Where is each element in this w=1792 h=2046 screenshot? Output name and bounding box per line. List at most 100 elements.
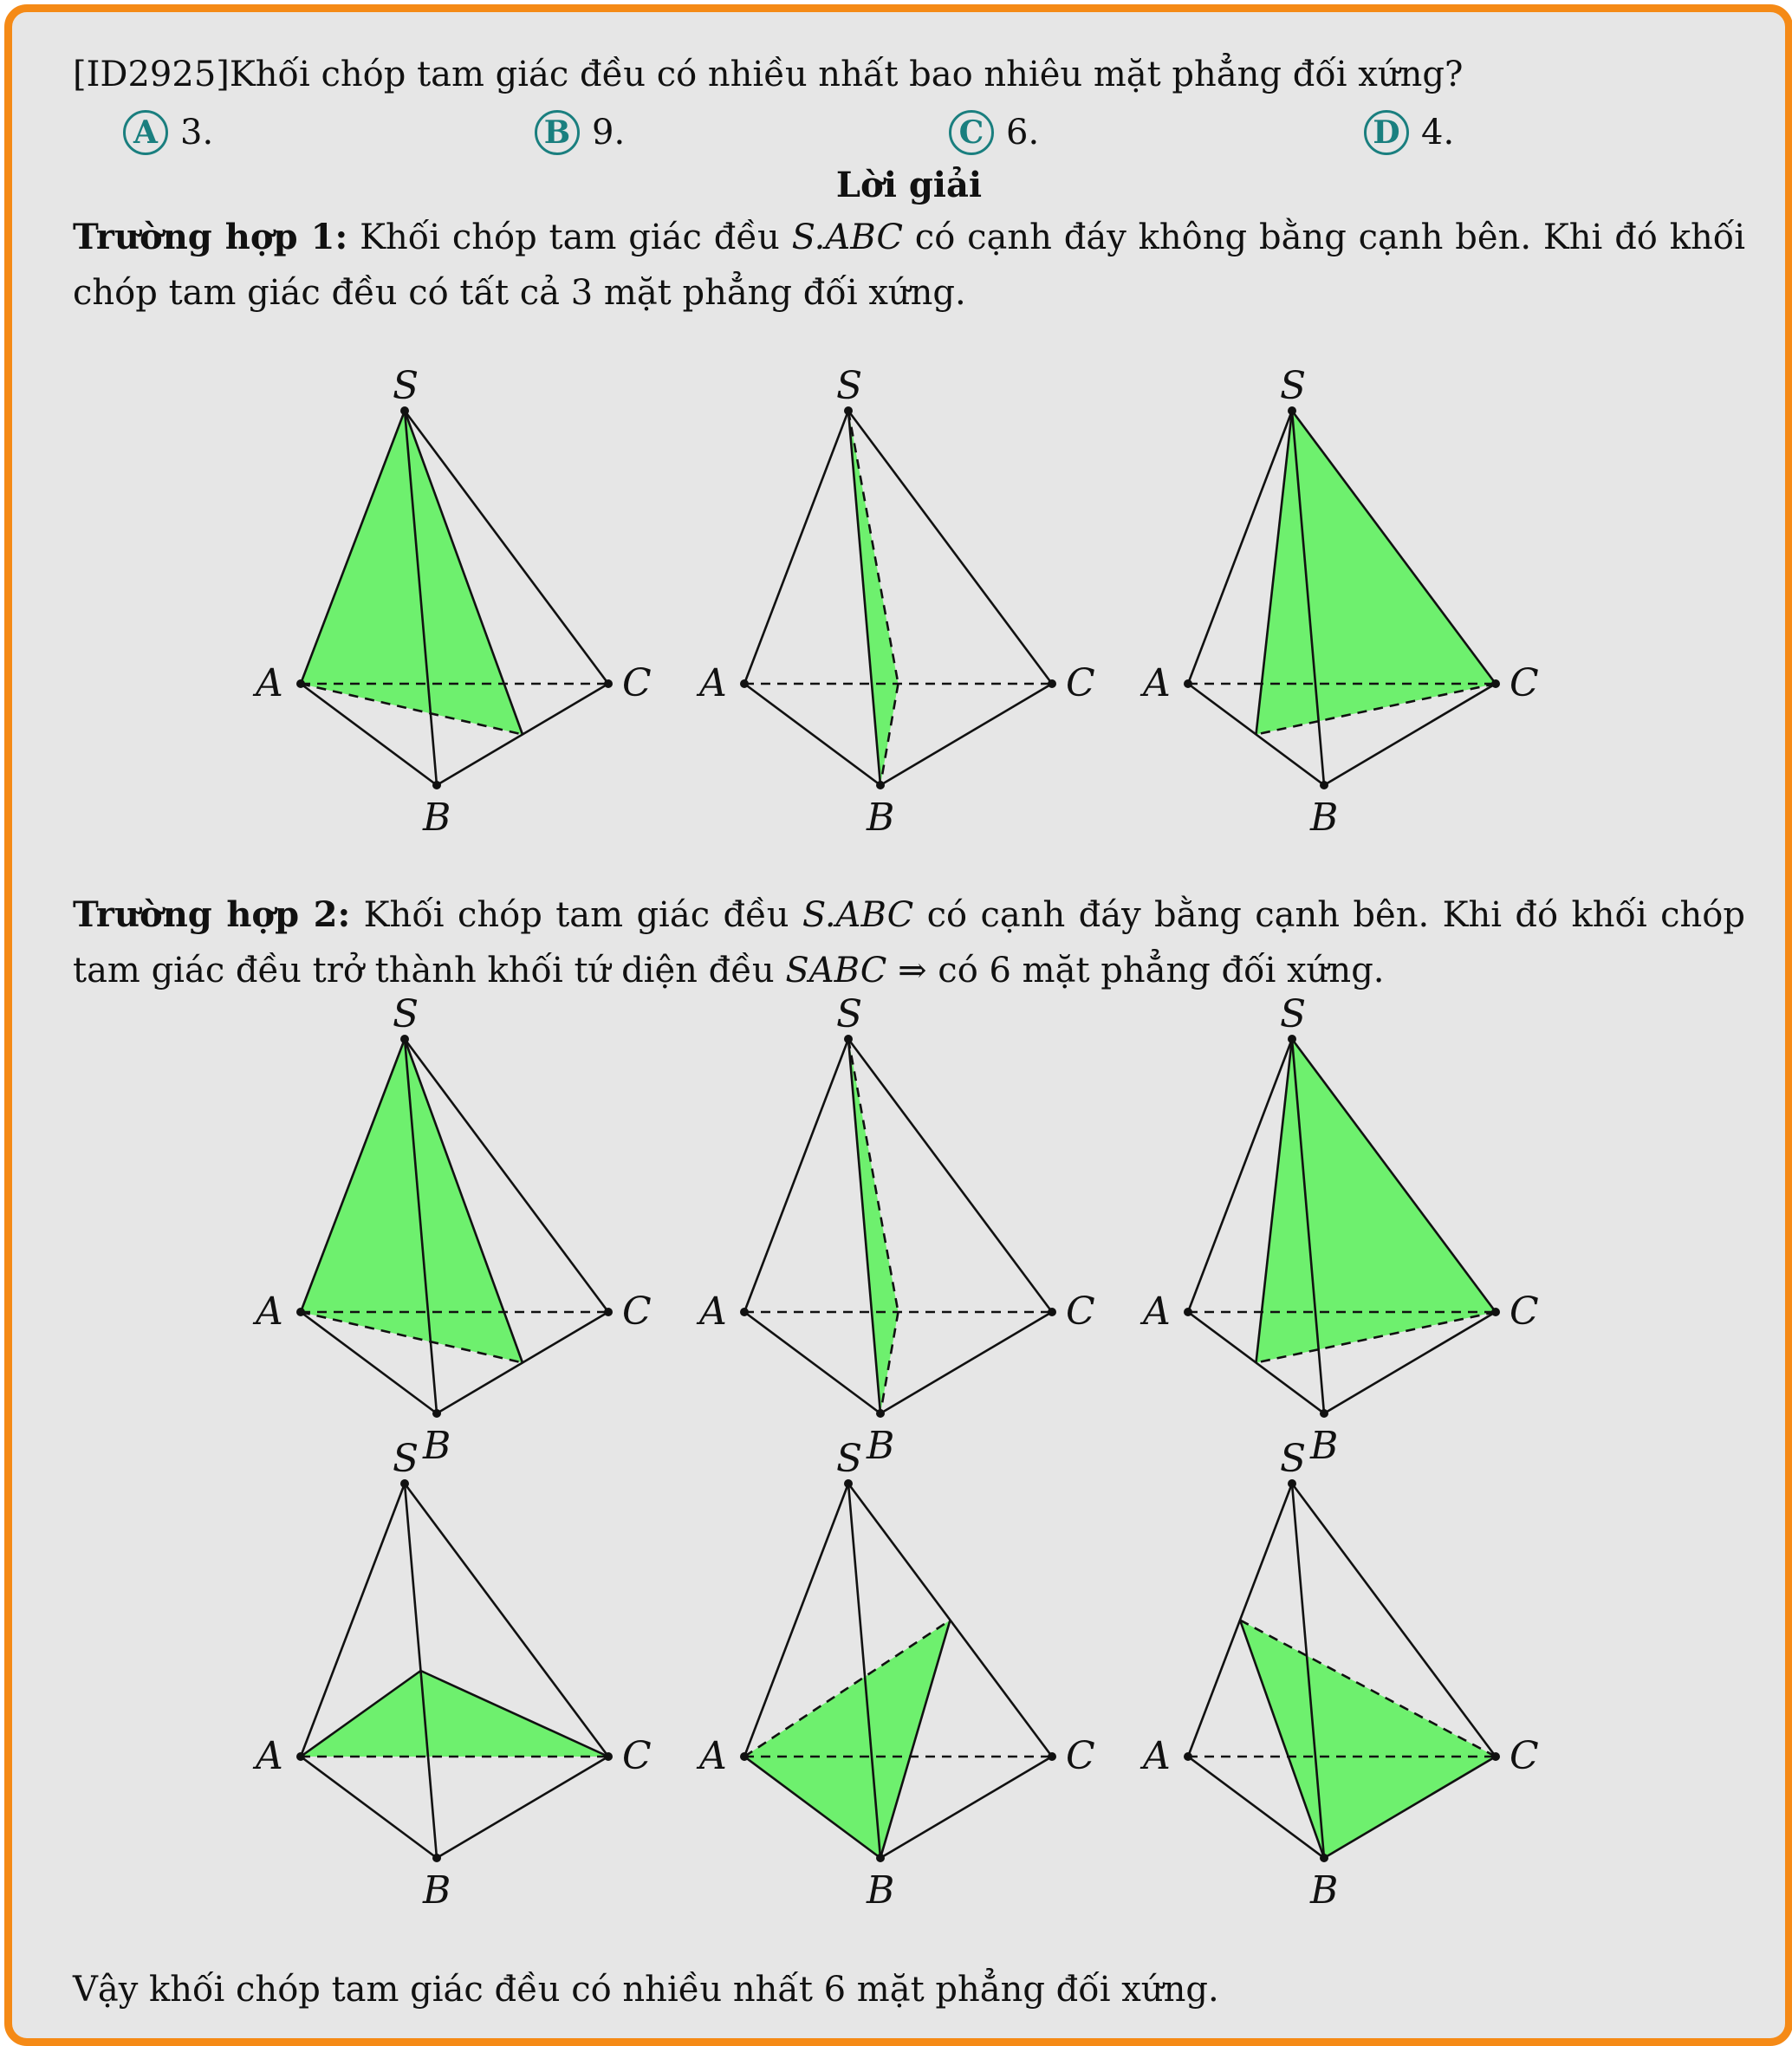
plane-edge-hidden [879,683,899,786]
option-text: 3. [180,113,214,153]
plane-edge [879,1620,951,1859]
plane-edge [1255,410,1294,735]
label-b: B [866,796,894,840]
edge-sa [299,410,406,685]
vertex-a [1184,679,1192,688]
edge-bc [1323,1755,1497,1860]
symmetry-plane [301,1039,523,1363]
symmetry-plane [744,1620,951,1858]
edge-sc [1290,1038,1497,1313]
edge-bc [880,1310,1053,1415]
label-c: C [1510,1734,1539,1778]
case2-figure-plane-sa: S A C B [252,992,652,1468]
case2-text-c: có 6 mặt phẳng đối xứng. [938,951,1385,991]
option-letter: D [1364,110,1409,155]
vertex-b [1320,1854,1328,1862]
edge-bc [436,682,609,787]
vertex-s [844,406,853,415]
symmetry-plane [848,1039,899,1413]
vertex-c [1491,1752,1500,1761]
label-b: B [422,1868,451,1913]
vertex-s [400,406,409,415]
label-c: C [1510,661,1539,705]
label-c: C [622,1289,652,1334]
case2-figure-plane-bc: S A C B [1139,1437,1539,1913]
edge-sc [847,410,1054,685]
label-b: B [866,1868,894,1913]
edge-sb [847,1038,882,1414]
label-c: C [622,661,652,705]
edge-sa [299,1483,406,1757]
question-id: [ID2925] [73,55,230,94]
option-d[interactable]: D 4. [1364,110,1454,155]
vertex-b [432,1854,441,1862]
case2-math2: SABC [785,951,887,991]
vertex-s [844,1479,853,1488]
vertex-a [1184,1308,1192,1316]
conclusion-text: Vậy khối chóp tam giác đều có nhiều nhất… [73,1970,1219,2010]
vertex-c [1048,1308,1056,1316]
vertex-s [400,1035,409,1043]
label-s: S [836,1437,862,1481]
label-b: B [422,796,451,840]
case1-paragraph: Trường hợp 1: Khối chóp tam giác đều S.A… [73,210,1745,321]
label-s: S [1280,1437,1306,1481]
vertex-b [876,1409,885,1418]
vertex-c [604,679,613,688]
plane-edge [1238,1620,1326,1859]
question-card: [ID2925]Khối chóp tam giác đều có nhiều … [4,4,1792,2046]
label-c: C [1510,1289,1539,1334]
edge-sc [403,410,610,685]
edge-bc [1323,682,1497,787]
edge-sa [743,1483,850,1757]
option-letter: B [535,110,580,155]
plane-edge-hidden [1256,1310,1497,1364]
edge-sc [1290,410,1497,685]
option-letter: C [949,110,994,155]
edge-sb [403,1038,438,1414]
option-c[interactable]: C 6. [949,110,1039,155]
case2-math: S.ABC [802,895,914,935]
edge-ab [300,682,438,787]
edge-sa [299,1038,406,1313]
vertex-b [876,1854,885,1862]
vertex-b [1320,1409,1328,1418]
vertex-a [296,1308,305,1316]
edge-bc [1323,1310,1497,1415]
plane-edge-hidden [743,1619,951,1758]
case2-text-a: Khối chóp tam giác đều [363,895,789,935]
edge-sc [403,1038,610,1313]
case2-text-b: có cạnh đáy bằng cạnh bên. Khi đó khối c… [73,895,1745,991]
symmetry-plane [1240,1620,1496,1858]
vertex-c [1048,679,1056,688]
case1-text-b: có cạnh đáy không bằng cạnh bên. Khi đó … [73,218,1746,313]
edge-sc [403,1483,610,1757]
case2-title: Trường hợp 2: [73,894,351,935]
edge-sb [847,410,882,786]
symmetry-plane [301,1671,608,1757]
vertex-a [740,1308,749,1316]
label-s: S [1280,364,1306,408]
option-b[interactable]: B 9. [535,110,625,155]
label-c: C [1066,1289,1095,1334]
edge-sa [1186,1038,1294,1313]
edge-bc [436,1755,609,1860]
label-c: C [1066,661,1095,705]
plane-edge [1255,1038,1294,1363]
label-b: B [422,1424,451,1468]
label-a: A [252,1289,283,1334]
implies-arrow: ⇒ [898,951,927,991]
vertex-c [604,1752,613,1761]
case2-figure-plane-sb: S A C B [696,992,1095,1468]
case2-paragraph: Trường hợp 2: Khối chóp tam giác đều S.A… [73,887,1745,998]
vertex-b [1320,781,1328,789]
vertex-b [432,1409,441,1418]
edge-bc [436,1310,609,1415]
case1-title: Trường hợp 1: [73,217,348,257]
label-a: A [1139,661,1171,705]
option-a[interactable]: A 3. [123,110,213,155]
vertex-s [1288,406,1296,415]
